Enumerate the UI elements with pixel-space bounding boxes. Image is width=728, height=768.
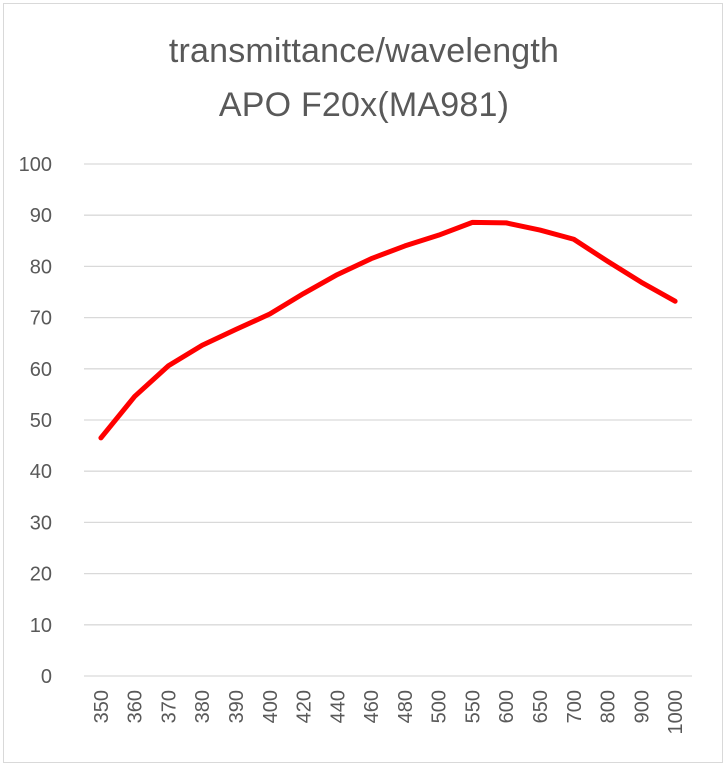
x-tick-label: 370 <box>158 690 180 723</box>
x-tick-label: 1000 <box>665 690 687 735</box>
chart-title-line-2: APO F20x(MA981) <box>218 86 510 124</box>
series-layer <box>98 219 678 441</box>
x-tick-label: 600 <box>496 690 518 723</box>
x-axis-ticks: 350 360 370 380 390 400 420 440 460 480 500 550 600 6… <box>91 690 687 735</box>
x-tick-label: 800 <box>598 690 620 723</box>
x-tick-label: 360 <box>125 690 147 723</box>
x-tick-label: 650 <box>530 690 552 723</box>
x-tick-label: 350 <box>91 690 113 723</box>
x-tick-label: 390 <box>226 690 248 723</box>
x-tick-label: 440 <box>327 690 349 723</box>
series-line-0 <box>98 219 678 441</box>
x-tick-label: 550 <box>462 690 484 723</box>
x-tick-label: 380 <box>192 690 214 723</box>
x-tick-label: 480 <box>395 690 417 723</box>
y-tick-label: 90 <box>30 205 52 227</box>
x-tick-label: 700 <box>564 690 586 723</box>
x-tick-label: 400 <box>260 690 282 723</box>
y-tick-label: 60 <box>30 359 52 381</box>
y-tick-label: 40 <box>30 461 52 483</box>
y-tick-label: 20 <box>30 564 52 586</box>
x-tick-label: 900 <box>631 690 653 723</box>
y-tick-label: 70 <box>30 308 52 330</box>
y-tick-label: 80 <box>30 256 52 278</box>
y-tick-label: 100 <box>19 154 52 176</box>
x-tick-label: 500 <box>429 690 451 723</box>
y-tick-label: 50 <box>30 410 52 432</box>
y-tick-label: 10 <box>30 615 52 637</box>
gridlines <box>84 163 692 677</box>
x-tick-label: 420 <box>294 690 316 723</box>
y-tick-label: 0 <box>41 666 52 688</box>
x-tick-label: 460 <box>361 690 383 723</box>
y-axis-ticks: 0 10 20 30 40 50 60 70 80 90 100 <box>19 154 52 688</box>
chart-frame <box>3 3 723 763</box>
y-tick-label: 30 <box>30 512 52 534</box>
chart-title-line-1: transmittance/wavelength <box>168 32 560 70</box>
